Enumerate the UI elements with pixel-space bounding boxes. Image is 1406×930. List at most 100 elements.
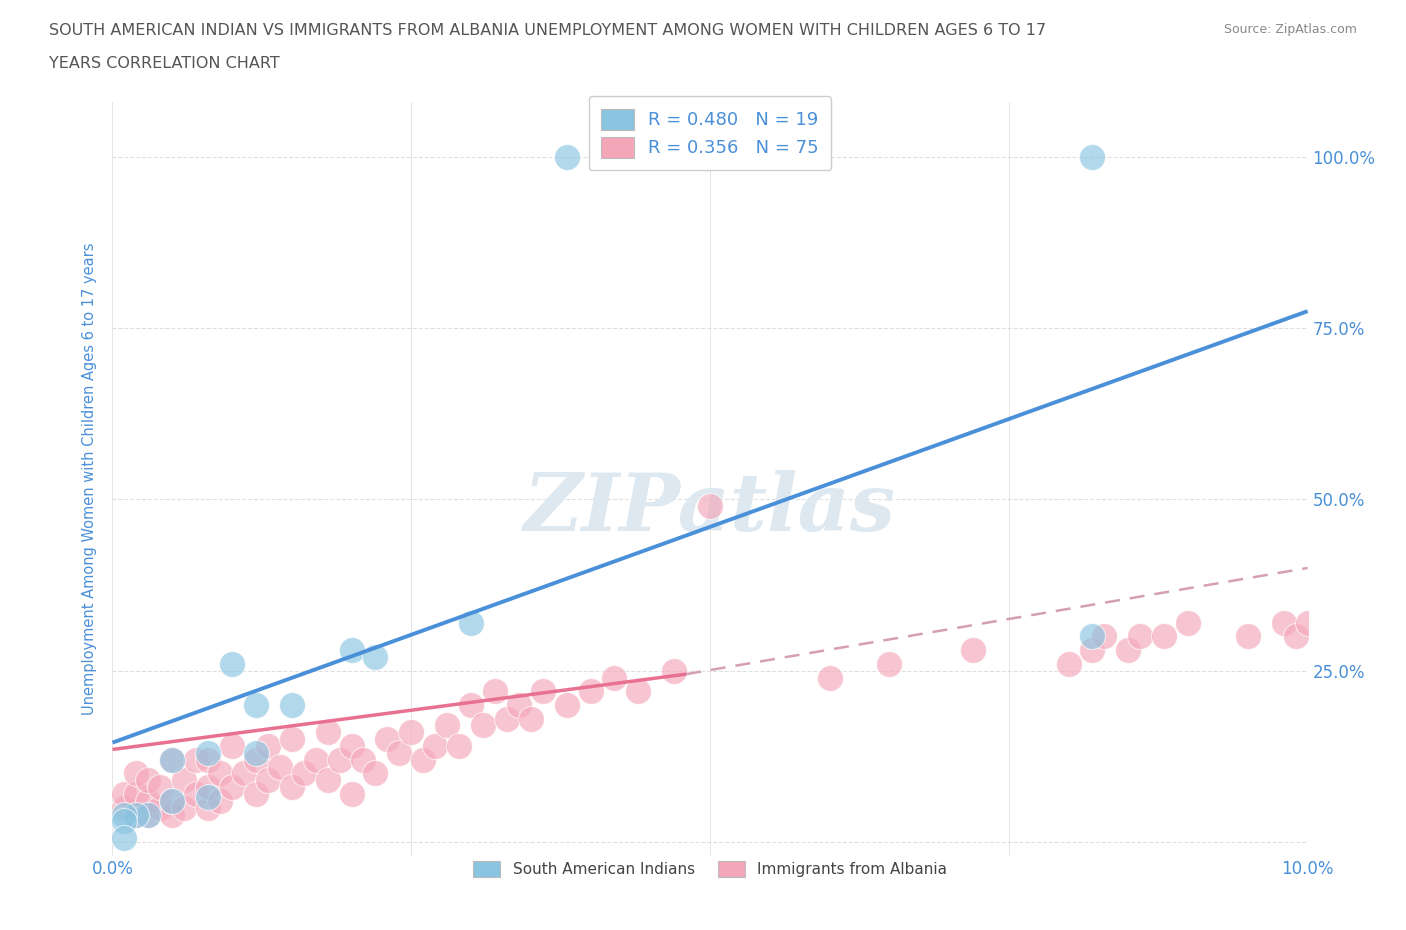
Point — [245, 698, 267, 712]
Point — [186, 787, 208, 802]
Point — [114, 787, 135, 802]
Point — [340, 787, 363, 802]
Legend: South American Indians, Immigrants from Albania: South American Indians, Immigrants from … — [461, 849, 959, 889]
Point — [1285, 629, 1308, 644]
Point — [114, 831, 135, 846]
Point — [699, 498, 721, 513]
Point — [162, 752, 183, 767]
Point — [316, 773, 339, 788]
Point — [329, 752, 352, 767]
Point — [114, 807, 135, 822]
Text: Source: ZipAtlas.com: Source: ZipAtlas.com — [1223, 23, 1357, 36]
Point — [1118, 643, 1140, 658]
Point — [1296, 616, 1319, 631]
Point — [412, 752, 434, 767]
Point — [245, 752, 267, 767]
Point — [579, 684, 602, 698]
Point — [627, 684, 650, 698]
Point — [281, 698, 304, 712]
Point — [508, 698, 530, 712]
Point — [221, 738, 243, 753]
Text: YEARS CORRELATION CHART: YEARS CORRELATION CHART — [49, 56, 280, 71]
Point — [364, 766, 387, 781]
Point — [305, 752, 328, 767]
Point — [603, 671, 626, 685]
Point — [162, 752, 183, 767]
Point — [281, 732, 304, 747]
Point — [484, 684, 506, 698]
Point — [664, 663, 686, 678]
Point — [1177, 616, 1199, 631]
Point — [209, 793, 232, 808]
Point — [340, 738, 363, 753]
Point — [281, 779, 304, 794]
Point — [209, 766, 232, 781]
Y-axis label: Unemployment Among Women with Children Ages 6 to 17 years: Unemployment Among Women with Children A… — [82, 243, 97, 715]
Point — [316, 724, 339, 739]
Point — [472, 718, 495, 733]
Point — [353, 752, 375, 767]
Point — [173, 773, 195, 788]
Point — [436, 718, 458, 733]
Point — [1153, 629, 1175, 644]
Point — [197, 790, 219, 804]
Point — [555, 150, 578, 165]
Point — [197, 746, 219, 761]
Point — [1081, 150, 1104, 165]
Point — [114, 814, 135, 829]
Point — [1057, 657, 1080, 671]
Point — [162, 793, 183, 808]
Point — [233, 766, 256, 781]
Point — [221, 779, 243, 794]
Point — [162, 807, 183, 822]
Point — [149, 800, 172, 815]
Point — [401, 724, 423, 739]
Point — [186, 752, 208, 767]
Point — [257, 773, 280, 788]
Point — [221, 657, 243, 671]
Point — [292, 766, 315, 781]
Point — [138, 793, 160, 808]
Point — [269, 759, 291, 774]
Point — [1094, 629, 1116, 644]
Point — [962, 643, 984, 658]
Point — [460, 698, 482, 712]
Point — [425, 738, 447, 753]
Point — [520, 711, 543, 726]
Point — [138, 807, 160, 822]
Point — [377, 732, 399, 747]
Point — [138, 773, 160, 788]
Point — [125, 807, 148, 822]
Text: ZIPatlas: ZIPatlas — [524, 471, 896, 548]
Point — [1081, 643, 1104, 658]
Point — [245, 787, 267, 802]
Point — [197, 752, 219, 767]
Point — [149, 779, 172, 794]
Text: SOUTH AMERICAN INDIAN VS IMMIGRANTS FROM ALBANIA UNEMPLOYMENT AMONG WOMEN WITH C: SOUTH AMERICAN INDIAN VS IMMIGRANTS FROM… — [49, 23, 1046, 38]
Point — [138, 807, 160, 822]
Point — [555, 698, 578, 712]
Point — [114, 800, 135, 815]
Point — [388, 746, 411, 761]
Point — [1237, 629, 1260, 644]
Point — [531, 684, 554, 698]
Point — [125, 766, 148, 781]
Point — [818, 671, 841, 685]
Point — [125, 787, 148, 802]
Point — [1129, 629, 1152, 644]
Point — [125, 807, 148, 822]
Point — [460, 616, 482, 631]
Point — [257, 738, 280, 753]
Point — [173, 800, 195, 815]
Point — [364, 649, 387, 664]
Point — [340, 643, 363, 658]
Point — [496, 711, 519, 726]
Point — [449, 738, 471, 753]
Point — [197, 800, 219, 815]
Point — [1081, 629, 1104, 644]
Point — [245, 746, 267, 761]
Point — [197, 779, 219, 794]
Point — [1272, 616, 1295, 631]
Point — [162, 793, 183, 808]
Point — [879, 657, 901, 671]
